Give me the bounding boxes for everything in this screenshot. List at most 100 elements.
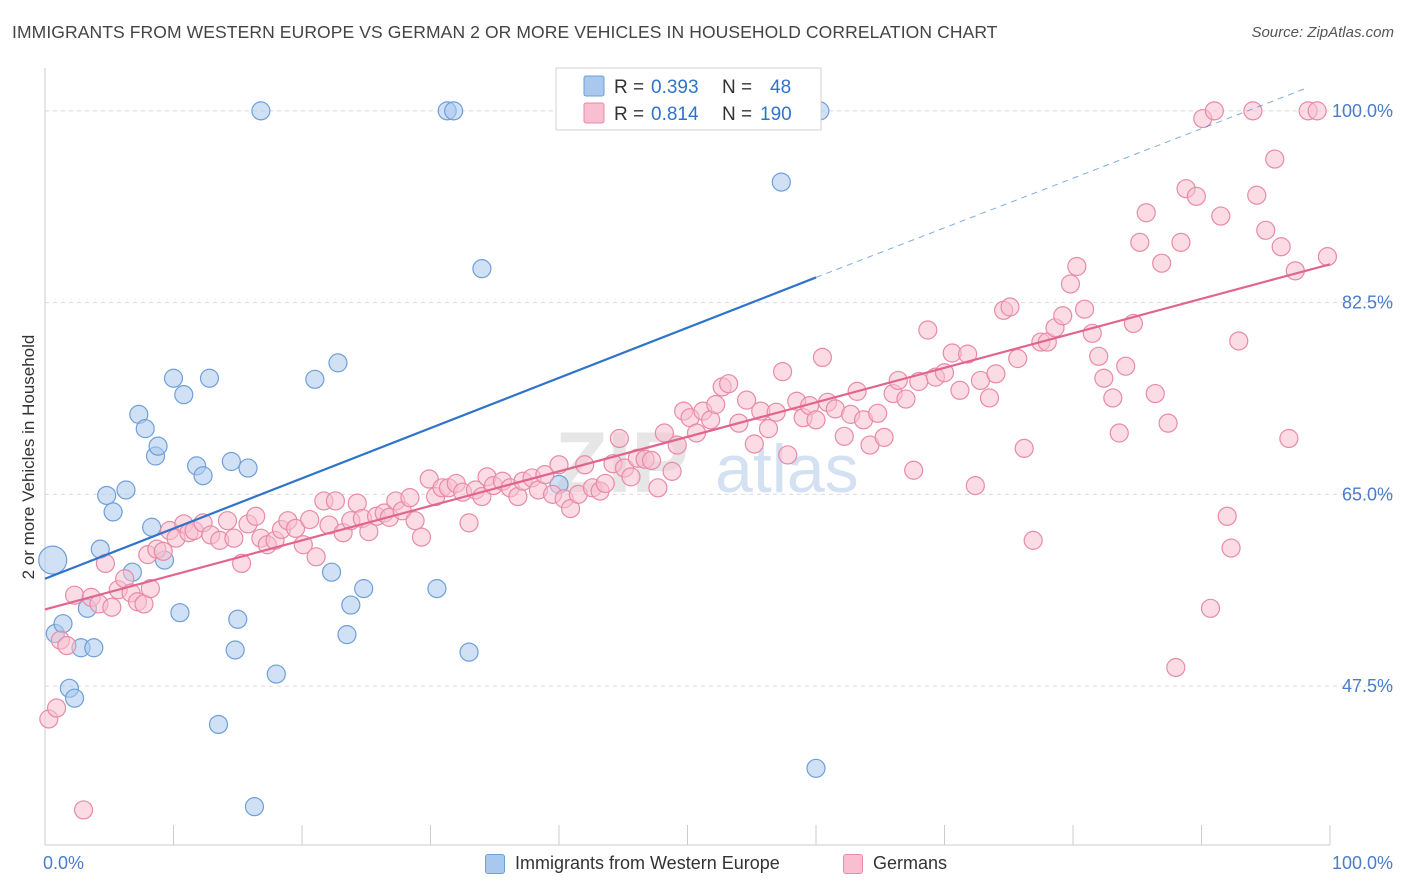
watermark-atlas: atlas (715, 431, 859, 507)
series-western-europe-points (38, 101, 830, 817)
germans-point-175 (1243, 101, 1263, 121)
germans-point-151 (1074, 299, 1095, 319)
germans-point-167 (1186, 186, 1206, 206)
germans-point-105 (744, 434, 764, 454)
germans-point-54 (400, 488, 420, 508)
legend-r-label-1: R = (614, 77, 644, 98)
germans-point-56 (411, 527, 432, 547)
western-europe-point-28 (228, 609, 248, 629)
western-europe-point-39 (427, 579, 447, 599)
western-europe-point-11 (116, 480, 136, 500)
germans-point-156 (1109, 423, 1129, 443)
western-europe-point-21 (174, 385, 194, 405)
germans-point-110 (778, 445, 798, 465)
legend-n-label-1: N = (722, 77, 752, 98)
germans-point-93 (662, 461, 682, 481)
germans-point-5 (73, 800, 94, 820)
germans-point-180 (1279, 428, 1299, 449)
germans-point-104 (737, 390, 757, 410)
western-europe-point-19 (163, 368, 184, 388)
germans-point-123 (868, 403, 888, 423)
germans-point-162 (1152, 253, 1172, 273)
legend-swatch-western-europe (485, 853, 505, 874)
legend-swatch-pink (583, 102, 605, 124)
germans-point-173 (1221, 538, 1241, 558)
germans-point-16 (140, 579, 160, 599)
germans-point-1 (46, 698, 67, 718)
western-europe-point-43 (472, 259, 492, 279)
western-europe-point-36 (341, 595, 361, 615)
germans-point-107 (758, 419, 779, 439)
germans-point-139 (986, 364, 1006, 384)
germans-point-171 (1211, 206, 1231, 226)
correlation-legend: R = 0.393 N = 48 R = 0.814 N = 190 (555, 67, 822, 131)
germans-point-160 (1136, 203, 1156, 223)
legend-swatch-blue (583, 75, 605, 97)
western-europe-point-25 (208, 714, 229, 735)
germans-point-144 (1023, 530, 1043, 550)
germans-point-114 (806, 410, 826, 430)
western-europe-point-14 (135, 419, 155, 439)
germans-point-157 (1116, 356, 1136, 376)
germans-point-85 (609, 428, 629, 449)
western-europe-point-41 (444, 101, 464, 121)
germans-point-142 (1008, 348, 1028, 369)
y-axis-label: 2 or more Vehicles in Household (19, 335, 38, 580)
germans-point-169 (1200, 598, 1221, 618)
germans-point-163 (1158, 413, 1178, 433)
x-tick-label-min: 0.0% (43, 853, 84, 873)
germans-point-3 (57, 635, 77, 656)
chart-source: Source: ZipAtlas.com (1251, 24, 1394, 41)
germans-point-149 (1060, 274, 1081, 294)
series-germans-points (39, 101, 1338, 820)
legend-r-value-2: 0.814 (651, 104, 699, 125)
legend-label-western-europe: Immigrants from Western Europe (515, 853, 780, 873)
germans-point-127 (896, 389, 916, 409)
western-europe-point-2 (53, 614, 73, 634)
y-tick-label-2: 82.5% (1342, 293, 1393, 313)
germans-point-135 (958, 344, 978, 364)
western-europe-point-38 (354, 579, 374, 599)
germans-point-150 (1067, 256, 1087, 277)
germans-point-40 (306, 547, 326, 567)
germans-point-154 (1094, 368, 1114, 388)
germans-point-39 (300, 509, 320, 530)
western-europe-point-29 (238, 458, 258, 478)
western-europe-point-0 (38, 545, 68, 575)
germans-point-28 (224, 528, 244, 548)
western-europe-point-42 (459, 642, 479, 662)
germans-point-174 (1229, 331, 1249, 351)
legend-item-western-europe: Immigrants from Western Europe (485, 853, 780, 874)
germans-point-141 (1000, 297, 1020, 317)
germans-point-115 (812, 347, 833, 368)
western-europe-point-46 (806, 758, 826, 778)
germans-point-155 (1103, 388, 1123, 408)
western-europe-point-45 (771, 172, 791, 192)
x-tick-label-max: 100.0% (1332, 853, 1393, 873)
germans-point-9 (102, 597, 122, 617)
western-europe-point-10 (103, 502, 123, 522)
germans-point-184 (1317, 247, 1338, 267)
legend-swatch-germans (843, 853, 863, 874)
germans-point-83 (595, 473, 615, 494)
germans-point-143 (1014, 438, 1034, 458)
germans-point-172 (1217, 506, 1237, 526)
y-tick-label-0: 47.5% (1342, 676, 1393, 696)
legend-r-label-2: R = (614, 104, 644, 125)
western-europe-point-17 (148, 436, 168, 456)
western-europe-point-4 (64, 688, 85, 708)
germans-point-177 (1256, 220, 1276, 240)
germans-point-148 (1053, 306, 1073, 326)
series-legend: Immigrants from Western Europe Germans (0, 850, 1406, 880)
germans-point-153 (1089, 346, 1109, 366)
chart-title: IMMIGRANTS FROM WESTERN EUROPE VS GERMAN… (12, 22, 998, 42)
germans-point-87 (621, 467, 641, 487)
germans-point-179 (1271, 237, 1291, 257)
trend-line-germans (44, 263, 1331, 611)
germans-point-91 (648, 478, 668, 498)
germans-point-27 (217, 511, 238, 531)
germans-point-128 (904, 460, 924, 480)
western-europe-point-35 (328, 353, 348, 373)
western-europe-point-26 (221, 451, 241, 472)
